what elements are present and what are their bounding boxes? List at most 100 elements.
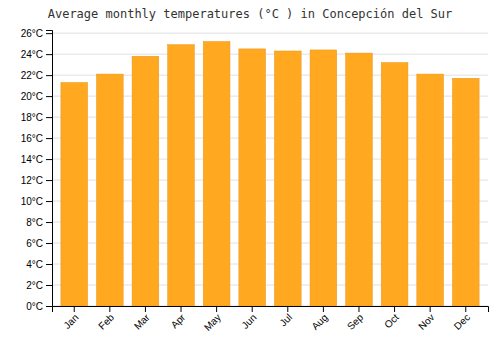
y-tick-mark <box>46 264 52 265</box>
title: Average monthly temperatures (°C ) in Co… <box>48 7 453 21</box>
grid <box>52 33 488 306</box>
x-tick-label: May <box>202 312 223 333</box>
y-tick: 22°C <box>21 70 52 81</box>
x-tick: Aug <box>309 306 329 332</box>
bar <box>96 74 123 306</box>
bars <box>61 42 479 306</box>
x-tick: Jul <box>277 306 294 328</box>
x-tick-label: Mar <box>132 311 152 331</box>
y-tick-label: 14°C <box>21 154 43 165</box>
x-tick-label: Jun <box>239 312 258 331</box>
y-tick: 18°C <box>21 112 52 123</box>
grid-line <box>52 33 488 34</box>
y-tick-mark <box>46 117 52 118</box>
plot: 0°C 2°C 4°C 6°C 8°C 10°C 12°C 14°C 16°C 18°C 20°C 2… <box>21 28 489 333</box>
bar <box>168 45 195 306</box>
x-tick-label: Jan <box>61 312 80 331</box>
y-tick-label: 26°C <box>21 28 43 39</box>
x-tick-mark <box>109 306 110 312</box>
x-tick-mark <box>358 306 359 312</box>
x-tick: Apr <box>169 306 188 330</box>
bar <box>417 74 444 306</box>
x-tick-mark <box>74 306 75 312</box>
y-tick-mark <box>46 54 52 55</box>
bar <box>381 63 408 306</box>
x-tick: Jun <box>239 306 258 331</box>
y-tick-label: 6°C <box>26 238 43 249</box>
y-tick-mark <box>46 96 52 97</box>
bar <box>239 49 266 306</box>
y-tick-mark <box>46 243 52 244</box>
x-axis: Jan Feb Mar Apr May Jun Jul Aug Sep Oct Nov Dec <box>53 306 489 333</box>
x-tick-label: Oct <box>382 312 401 331</box>
x-tick: Sep <box>345 306 366 332</box>
y-tick-mark <box>46 159 52 160</box>
y-tick: 14°C <box>21 154 52 165</box>
y-tick-mark <box>46 285 52 286</box>
y-tick-mark <box>46 222 52 223</box>
x-tick-label: Dec <box>452 312 472 332</box>
bar <box>274 51 301 306</box>
grid-line <box>52 54 488 55</box>
y-tick: 0°C <box>26 301 52 312</box>
x-tick-label: Apr <box>169 311 188 330</box>
x-tick-label: Nov <box>416 312 436 332</box>
y-tick-label: 10°C <box>21 196 43 207</box>
x-tick: Oct <box>382 306 401 330</box>
y-tick: 20°C <box>21 91 52 102</box>
y-tick-mark <box>46 201 52 202</box>
bar <box>346 53 373 306</box>
x-tick-mark <box>252 306 253 312</box>
y-tick-mark <box>46 306 52 307</box>
x-tick: Mar <box>132 306 152 332</box>
y-tick-label: 2°C <box>26 280 43 291</box>
x-tick-mark <box>145 306 146 312</box>
x-tick: Dec <box>452 306 472 332</box>
y-tick: 24°C <box>21 49 52 60</box>
x-tick: Feb <box>96 306 116 332</box>
y-tick: 8°C <box>26 217 52 228</box>
y-tick: 12°C <box>21 175 52 186</box>
x-tick-label: Aug <box>309 312 329 332</box>
x-tick: Nov <box>416 306 436 332</box>
x-tick-label: Sep <box>345 311 366 332</box>
y-tick-mark <box>46 33 52 34</box>
y-tick-label: 20°C <box>21 91 43 102</box>
y-axis-line <box>46 31 53 307</box>
x-tick-label: Feb <box>96 311 116 331</box>
y-tick-label: 8°C <box>26 217 43 228</box>
y-tick: 26°C <box>21 28 52 39</box>
y-axis: 0°C 2°C 4°C 6°C 8°C 10°C 12°C 14°C 16°C 18°C 20°C 2… <box>21 28 53 312</box>
x-axis-line <box>53 307 489 313</box>
bar <box>452 78 479 306</box>
y-tick: 16°C <box>21 133 52 144</box>
y-tick-mark <box>46 138 52 139</box>
x-tick-mark <box>430 306 431 312</box>
y-tick-mark <box>46 180 52 181</box>
y-tick: 2°C <box>26 280 52 291</box>
x-tick-mark <box>287 306 288 312</box>
y-tick-mark <box>46 75 52 76</box>
x-tick-mark <box>394 306 395 312</box>
y-tick-label: 18°C <box>21 112 43 123</box>
x-tick-mark <box>216 306 217 312</box>
bar <box>132 56 159 306</box>
x-tick-mark <box>181 306 182 312</box>
y-tick-label: 22°C <box>21 70 43 81</box>
x-tick-mark <box>465 306 466 312</box>
bar <box>310 50 337 306</box>
y-tick-label: 16°C <box>21 133 43 144</box>
x-tick-mark <box>323 306 324 312</box>
y-tick-label: 4°C <box>26 259 43 270</box>
y-tick: 6°C <box>26 238 52 249</box>
y-tick-label: 12°C <box>21 175 43 186</box>
bar <box>61 82 88 306</box>
y-tick: 4°C <box>26 259 52 270</box>
x-tick-label: Jul <box>277 312 294 329</box>
x-tick: May <box>202 306 223 333</box>
chart: Average monthly temperatures (°C ) in Co… <box>0 0 500 350</box>
x-tick: Jan <box>61 306 80 331</box>
y-tick-label: 24°C <box>21 49 43 60</box>
y-tick-label: 0°C <box>26 301 43 312</box>
y-tick: 10°C <box>21 196 52 207</box>
